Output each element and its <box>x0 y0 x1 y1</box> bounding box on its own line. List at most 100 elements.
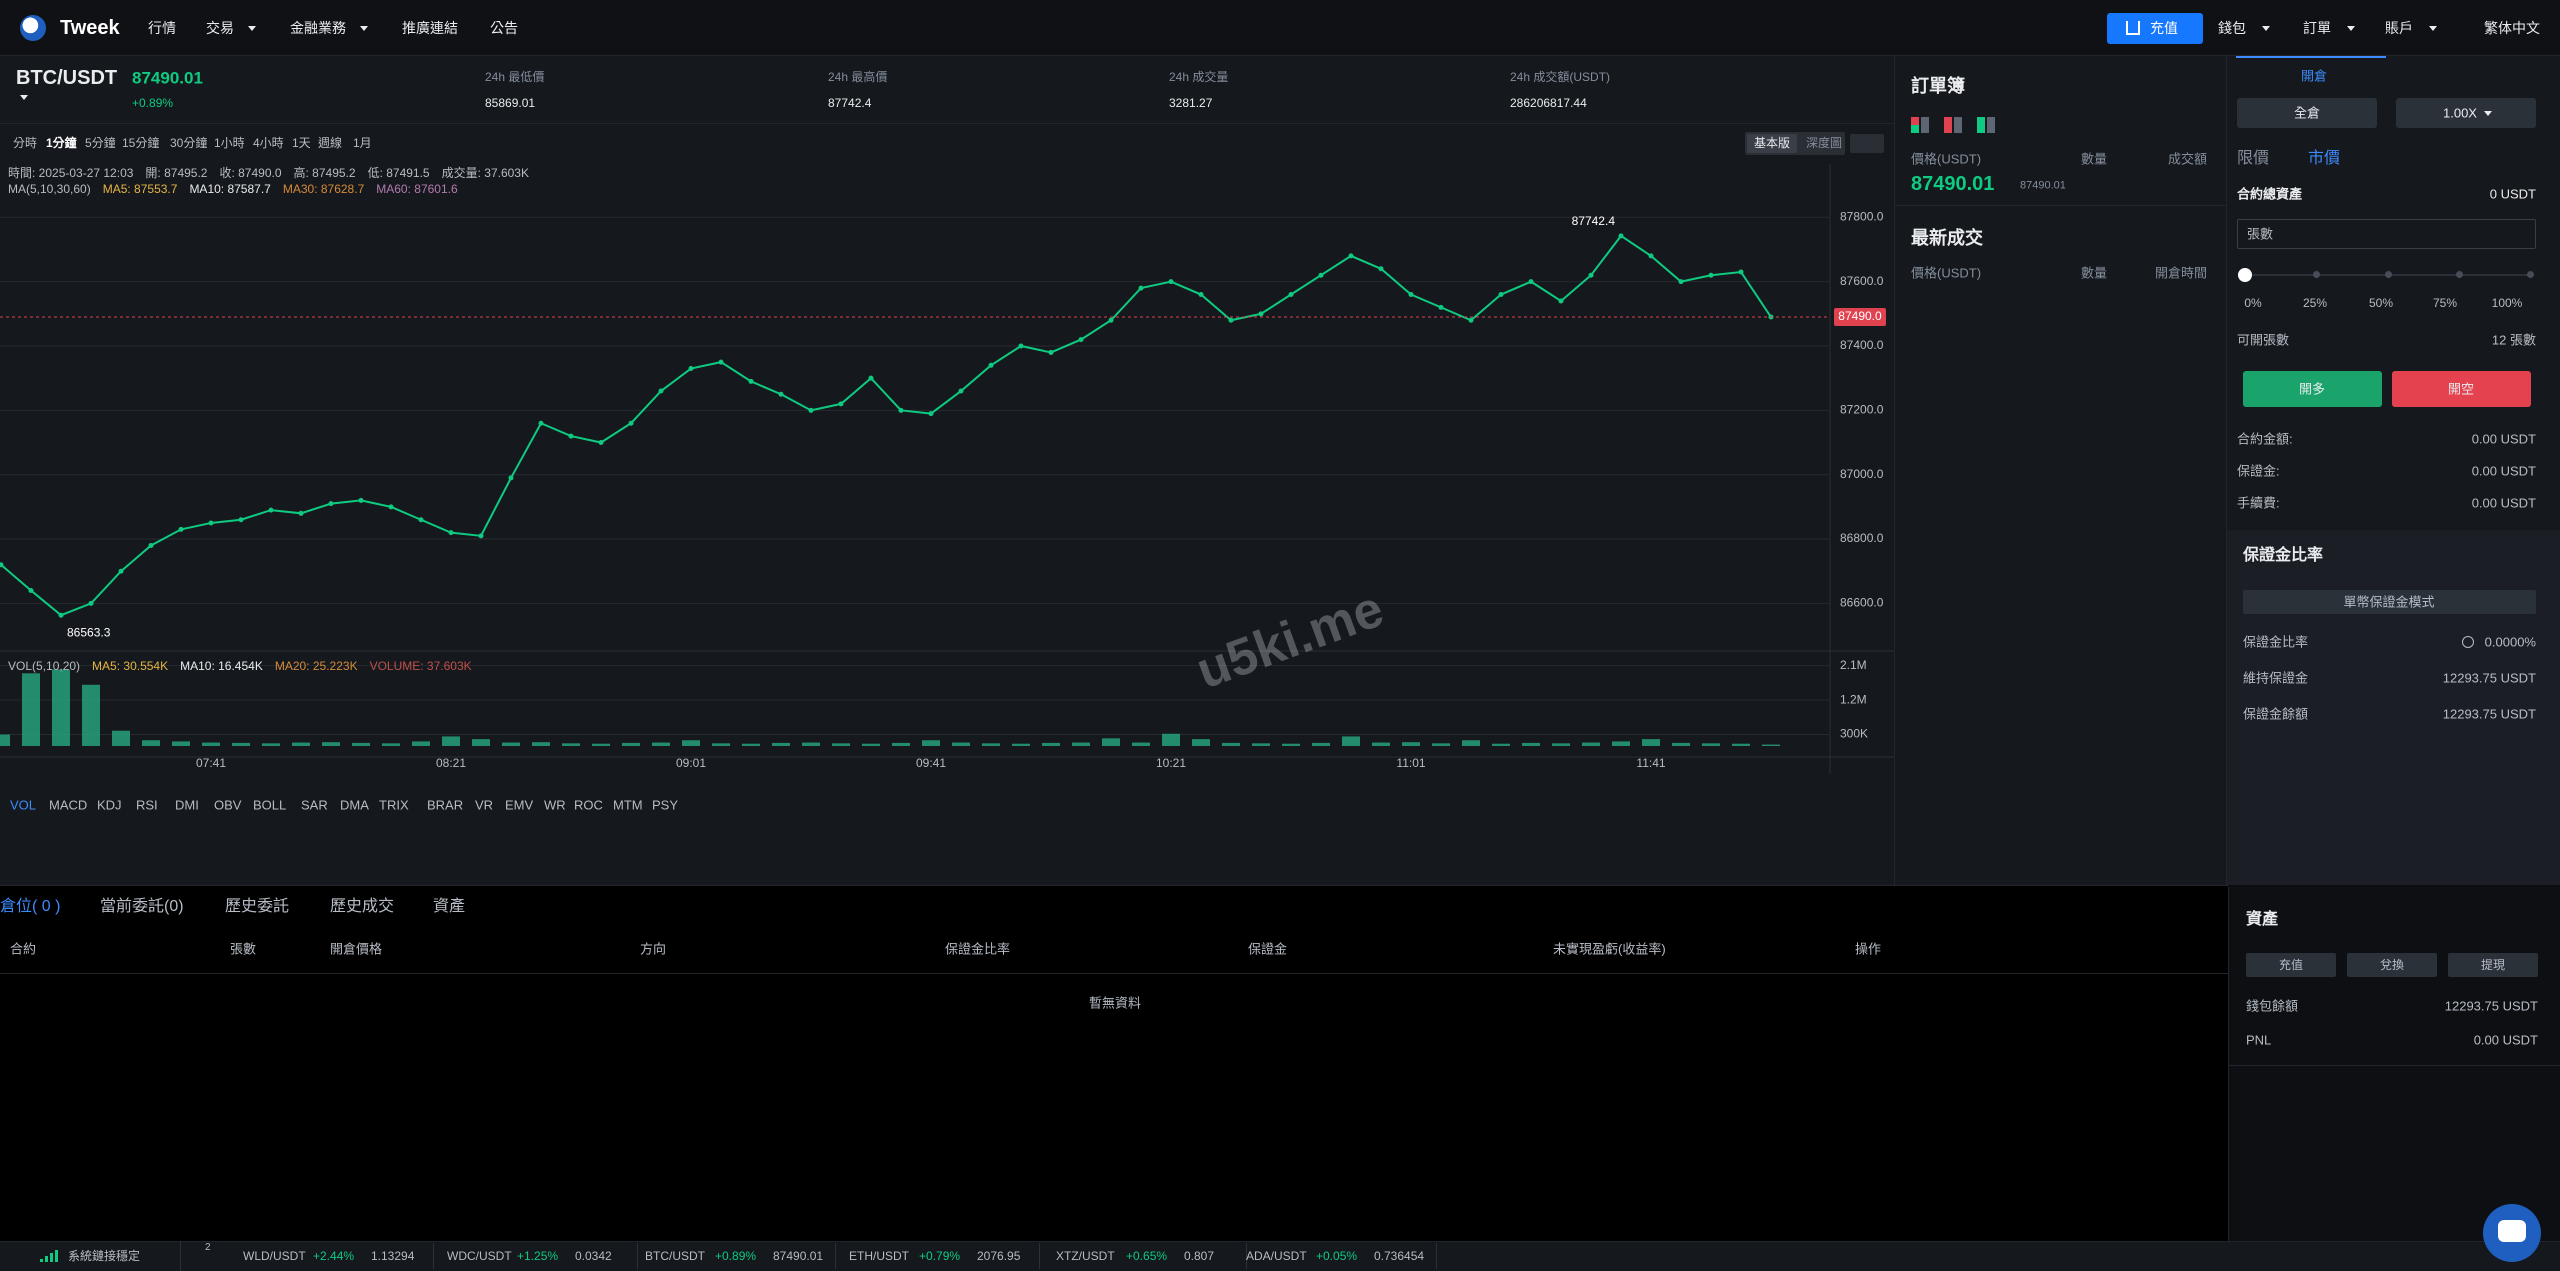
deposit-button[interactable] <box>2107 13 2203 44</box>
slider-percent[interactable]: 100% <box>2491 296 2523 310</box>
nav-item[interactable]: 公告 <box>490 20 518 36</box>
short-label[interactable]: 開空 <box>2447 381 2475 397</box>
position-tab[interactable]: 資產 <box>433 898 466 915</box>
nav-menu[interactable]: 錢包 <box>2218 20 2246 36</box>
chart-mode-active[interactable] <box>1747 134 1797 153</box>
position-tab[interactable]: 當前委託(0) <box>100 898 184 915</box>
asset-button-label[interactable]: 兌換 <box>2379 958 2405 972</box>
footer-pair[interactable]: ADA/USDT <box>1246 1249 1307 1263</box>
book-view-icon[interactable] <box>1987 117 1995 133</box>
chat-icon <box>2498 1220 2526 1242</box>
divider <box>2228 1065 2560 1066</box>
book-view-icon[interactable] <box>1954 117 1962 133</box>
qty-placeholder[interactable]: 張數 <box>2247 226 2274 242</box>
indicator-tab[interactable]: WR <box>544 797 566 813</box>
nav-menu[interactable]: 訂單 <box>2303 20 2331 36</box>
footer-pair[interactable]: BTC/USDT <box>645 1249 705 1263</box>
slider-percent[interactable]: 25% <box>2302 296 2328 310</box>
connection-status: 系統鏈接穩定 <box>68 1249 141 1263</box>
x-tick-label: 11:01 <box>1396 756 1425 770</box>
interval-tab[interactable]: 1天 <box>292 136 311 150</box>
indicator-tab[interactable]: KDJ <box>97 797 122 813</box>
order-type[interactable]: 市價 <box>2308 150 2341 167</box>
footer-pair[interactable]: WLD/USDT <box>243 1249 306 1263</box>
position-tab[interactable]: 倉位( 0 ) <box>0 898 61 915</box>
slider-percent[interactable]: 0% <box>2244 296 2262 310</box>
leverage-button[interactable] <box>2396 98 2536 128</box>
indicator-tab[interactable]: BOLL <box>253 797 287 813</box>
indicator-tab[interactable]: MTM <box>613 797 643 813</box>
slider-percent[interactable]: 75% <box>2432 296 2458 310</box>
asset-button-label[interactable]: 提現 <box>2480 958 2506 972</box>
nav-menu[interactable]: 賬戶 <box>2385 20 2413 36</box>
book-view-icon[interactable] <box>1911 117 1919 133</box>
nav-item[interactable]: 交易 <box>206 20 234 36</box>
summary-value: 0.00 USDT <box>2471 495 2536 511</box>
short-button[interactable] <box>2392 371 2531 407</box>
vol-info: VOL(5,10,20) <box>8 659 81 673</box>
interval-tab[interactable]: 15分鐘 <box>122 136 160 150</box>
interval-tab[interactable]: 週線 <box>318 136 343 150</box>
divider <box>0 973 2228 974</box>
interval-tab[interactable]: 30分鐘 <box>170 136 208 150</box>
indicator-tab[interactable]: TRIX <box>379 797 409 813</box>
indicator-tab[interactable]: VOL <box>10 797 37 813</box>
position-column: 開倉價格 <box>330 941 383 957</box>
price-point <box>1078 337 1084 343</box>
panel-title: 保證金比率 <box>2243 547 2324 564</box>
indicator-tab[interactable]: RSI <box>136 797 158 813</box>
indicator-tab[interactable]: MACD <box>49 797 88 813</box>
fullscreen-button[interactable] <box>1850 134 1884 153</box>
volume-bar <box>0 734 10 746</box>
position-tab[interactable]: 歷史成交 <box>330 898 395 915</box>
margin-type-button[interactable] <box>2243 590 2536 614</box>
slider-handle[interactable] <box>2238 268 2252 282</box>
interval-tab[interactable]: 1月 <box>353 136 372 150</box>
chart-mode[interactable]: 深度圖 <box>1805 136 1843 150</box>
x-tick-label: 09:41 <box>916 756 946 770</box>
chart-mode[interactable]: 基本版 <box>1753 136 1791 150</box>
indicator-tab[interactable]: EMV <box>505 797 534 813</box>
margin-mode-button[interactable] <box>2237 98 2377 128</box>
book-view-icon[interactable] <box>1944 117 1952 133</box>
price-point <box>508 475 514 481</box>
asset-button[interactable] <box>2347 953 2437 977</box>
indicator-tab[interactable]: DMI <box>175 797 199 813</box>
nav-item[interactable]: 推廣連結 <box>402 20 458 36</box>
pair[interactable]: BTC/USDT <box>16 67 118 89</box>
nav-item[interactable]: 行情 <box>148 20 176 36</box>
qty-input[interactable] <box>2237 219 2536 249</box>
indicator-tab[interactable]: BRAR <box>427 797 464 813</box>
leverage[interactable]: 1.00X <box>2443 105 2477 121</box>
nav-item[interactable]: 金融業務 <box>290 20 346 36</box>
long-label[interactable]: 開多 <box>2298 381 2326 397</box>
interval-tab[interactable]: 1分鐘 <box>46 136 77 150</box>
deposit-label[interactable]: 充值 <box>2150 20 2178 36</box>
language[interactable]: 繁体中文 <box>2484 20 2540 36</box>
interval-tab[interactable]: 4小時 <box>253 136 284 150</box>
margin-mode[interactable]: 全倉 <box>2293 105 2321 121</box>
position-tab[interactable]: 歷史委託 <box>225 898 290 915</box>
indicator-tab[interactable]: VR <box>475 797 494 813</box>
asset-button[interactable] <box>2448 953 2538 977</box>
asset-button[interactable] <box>2246 953 2336 977</box>
order-type[interactable]: 限價 <box>2237 150 2270 167</box>
asset-button-label[interactable]: 充值 <box>2278 958 2304 972</box>
top-tab[interactable]: 開倉 <box>2300 68 2328 84</box>
long-button[interactable] <box>2243 371 2382 407</box>
footer-pair[interactable]: WDC/USDT <box>447 1249 512 1263</box>
book-view-icon[interactable] <box>1921 117 1929 133</box>
indicator-tab[interactable]: OBV <box>214 797 242 813</box>
footer-pair[interactable]: XTZ/USDT <box>1056 1249 1115 1263</box>
slider-percent[interactable]: 50% <box>2368 296 2394 310</box>
interval-tab[interactable]: 5分鐘 <box>85 136 116 150</box>
book-view-icon[interactable] <box>1977 117 1985 133</box>
indicator-tab[interactable]: SAR <box>301 797 328 813</box>
indicator-tab[interactable]: ROC <box>574 797 603 813</box>
footer-pair[interactable]: ETH/USDT <box>849 1249 909 1263</box>
interval-tab[interactable]: 1小時 <box>214 136 245 150</box>
margin-type[interactable]: 單幣保證金模式 <box>2343 594 2435 610</box>
indicator-tab[interactable]: DMA <box>340 797 369 813</box>
indicator-tab[interactable]: PSY <box>652 797 679 813</box>
interval-tab[interactable]: 分時 <box>13 136 38 150</box>
